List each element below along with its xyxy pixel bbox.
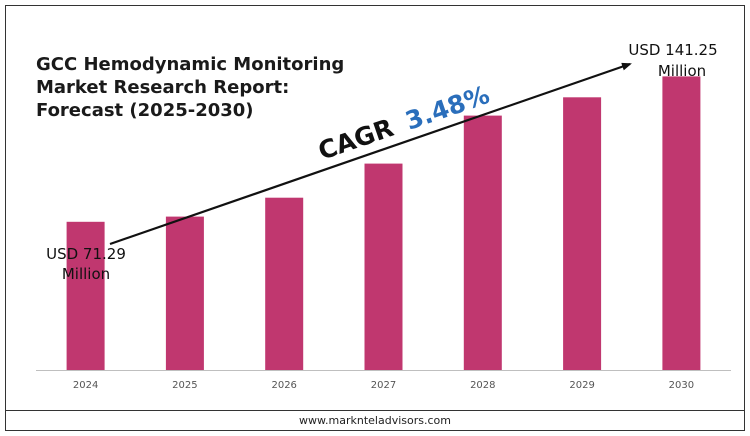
chart-title-line-1: GCC Hemodynamic Monitoring (36, 54, 344, 75)
x-axis-ticks: 2024 2025 2026 2027 2028 2029 2030 (73, 380, 694, 391)
x-tick-label-2027: 2027 (371, 380, 396, 391)
start-value-callout-line-1: USD 71.29 (46, 245, 126, 263)
bar-2025 (165, 216, 204, 370)
bar-2029 (563, 97, 602, 371)
end-value-callout-line-1: USD 141.25 (628, 41, 717, 59)
bar-2026 (265, 197, 304, 370)
footer-url[interactable]: www.marknteladvisors.com (5, 410, 745, 431)
chart-title-line-2: Market Research Report: (36, 77, 289, 98)
bar-2027 (364, 163, 403, 370)
x-tick-label-2028: 2028 (470, 380, 495, 391)
x-tick-label-2026: 2026 (271, 380, 296, 391)
bar-2024 (66, 221, 105, 370)
x-tick-label-2025: 2025 (172, 380, 197, 391)
x-tick-label-2029: 2029 (569, 380, 594, 391)
bar-2030 (662, 76, 701, 371)
chart-title-line-3: Forecast (2025-2030) (36, 100, 254, 121)
cagr-trend-arrow (109, 62, 632, 246)
start-value-callout-line-2: Million (62, 265, 110, 283)
bars-group (66, 76, 701, 371)
x-tick-label-2030: 2030 (669, 380, 694, 391)
x-tick-label-2024: 2024 (73, 380, 98, 391)
bar-2028 (463, 115, 502, 370)
chart: GCC Hemodynamic Monitoring Market Resear… (36, 41, 731, 391)
end-value-callout-line-2: Million (658, 62, 706, 80)
